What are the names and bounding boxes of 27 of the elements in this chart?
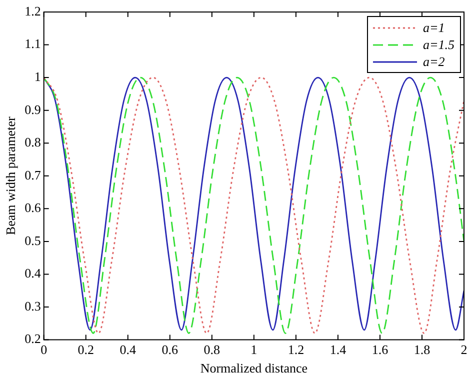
- x-tick-label: 1.8: [414, 342, 430, 358]
- y-tick-label: 1.1: [24, 36, 41, 52]
- y-tick-label: 0.9: [24, 102, 41, 117]
- x-tick-label: 0: [40, 342, 48, 358]
- y-tick-label: 0.5: [24, 232, 41, 248]
- legend-label: a=1.5: [423, 36, 455, 53]
- x-tick-label: 1.2: [288, 342, 304, 358]
- x-tick-label: 1.6: [372, 342, 389, 358]
- x-axis-title: Normalized distance: [200, 360, 308, 376]
- x-tick-label: 2: [460, 342, 468, 358]
- y-axis-title: Beam width parameter: [3, 116, 18, 236]
- legend-label: a=2: [423, 53, 445, 70]
- x-tick-label: 0.4: [120, 342, 137, 358]
- x-tick-label: 0.2: [78, 342, 94, 358]
- y-tick-label: 0.4: [24, 266, 42, 281]
- y-tick-label: 0.3: [24, 298, 41, 314]
- y-tick-label: 0.7: [24, 167, 42, 182]
- y-tick-label: 1: [34, 68, 41, 84]
- y-tick-label: 0.8: [24, 134, 41, 150]
- y-tick-label: 0.6: [24, 200, 42, 216]
- x-tick-label: 0.6: [162, 342, 179, 358]
- x-tick-label: 1.4: [330, 342, 347, 358]
- x-tick-label: 0.8: [204, 342, 220, 358]
- legend-label: a=1: [423, 19, 445, 36]
- y-tick-label: 1.2: [24, 3, 41, 18]
- y-tick-label: 0.2: [24, 331, 41, 346]
- x-tick-label: 1: [250, 342, 258, 358]
